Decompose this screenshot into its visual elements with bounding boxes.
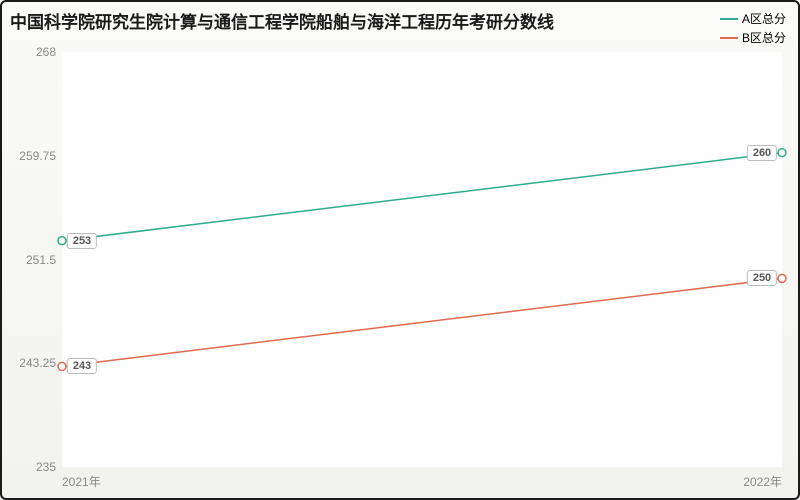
series-line bbox=[62, 278, 782, 366]
y-tick-label: 235 bbox=[36, 460, 62, 474]
series-marker bbox=[778, 149, 786, 157]
series-marker bbox=[58, 237, 66, 245]
legend-label-b: B区总分 bbox=[742, 29, 786, 46]
y-tick-label: 251.5 bbox=[26, 253, 62, 267]
y-tick-label: 243.25 bbox=[19, 356, 62, 370]
legend-item-b: B区总分 bbox=[720, 29, 786, 46]
chart-svg bbox=[62, 52, 782, 467]
y-tick-label: 259.75 bbox=[19, 149, 62, 163]
legend-item-a: A区总分 bbox=[720, 10, 786, 27]
data-label: 260 bbox=[747, 145, 777, 161]
data-label: 243 bbox=[67, 358, 97, 374]
y-tick-label: 268 bbox=[36, 45, 62, 59]
chart-title: 中国科学院研究生院计算与通信工程学院船舶与海洋工程历年考研分数线 bbox=[10, 8, 554, 33]
chart-container: 中国科学院研究生院计算与通信工程学院船舶与海洋工程历年考研分数线 A区总分 B区… bbox=[0, 0, 800, 500]
series-marker bbox=[778, 274, 786, 282]
plot-area: 235243.25251.5259.752682021年2022年2532602… bbox=[62, 52, 782, 467]
legend-swatch-b bbox=[720, 37, 738, 39]
legend-swatch-a bbox=[720, 18, 738, 20]
x-tick-label: 2022年 bbox=[743, 467, 782, 490]
data-label: 250 bbox=[747, 270, 777, 286]
series-line bbox=[62, 153, 782, 241]
x-tick-label: 2021年 bbox=[62, 467, 101, 490]
data-label: 253 bbox=[67, 233, 97, 249]
legend-label-a: A区总分 bbox=[742, 10, 786, 27]
legend: A区总分 B区总分 bbox=[720, 10, 786, 48]
